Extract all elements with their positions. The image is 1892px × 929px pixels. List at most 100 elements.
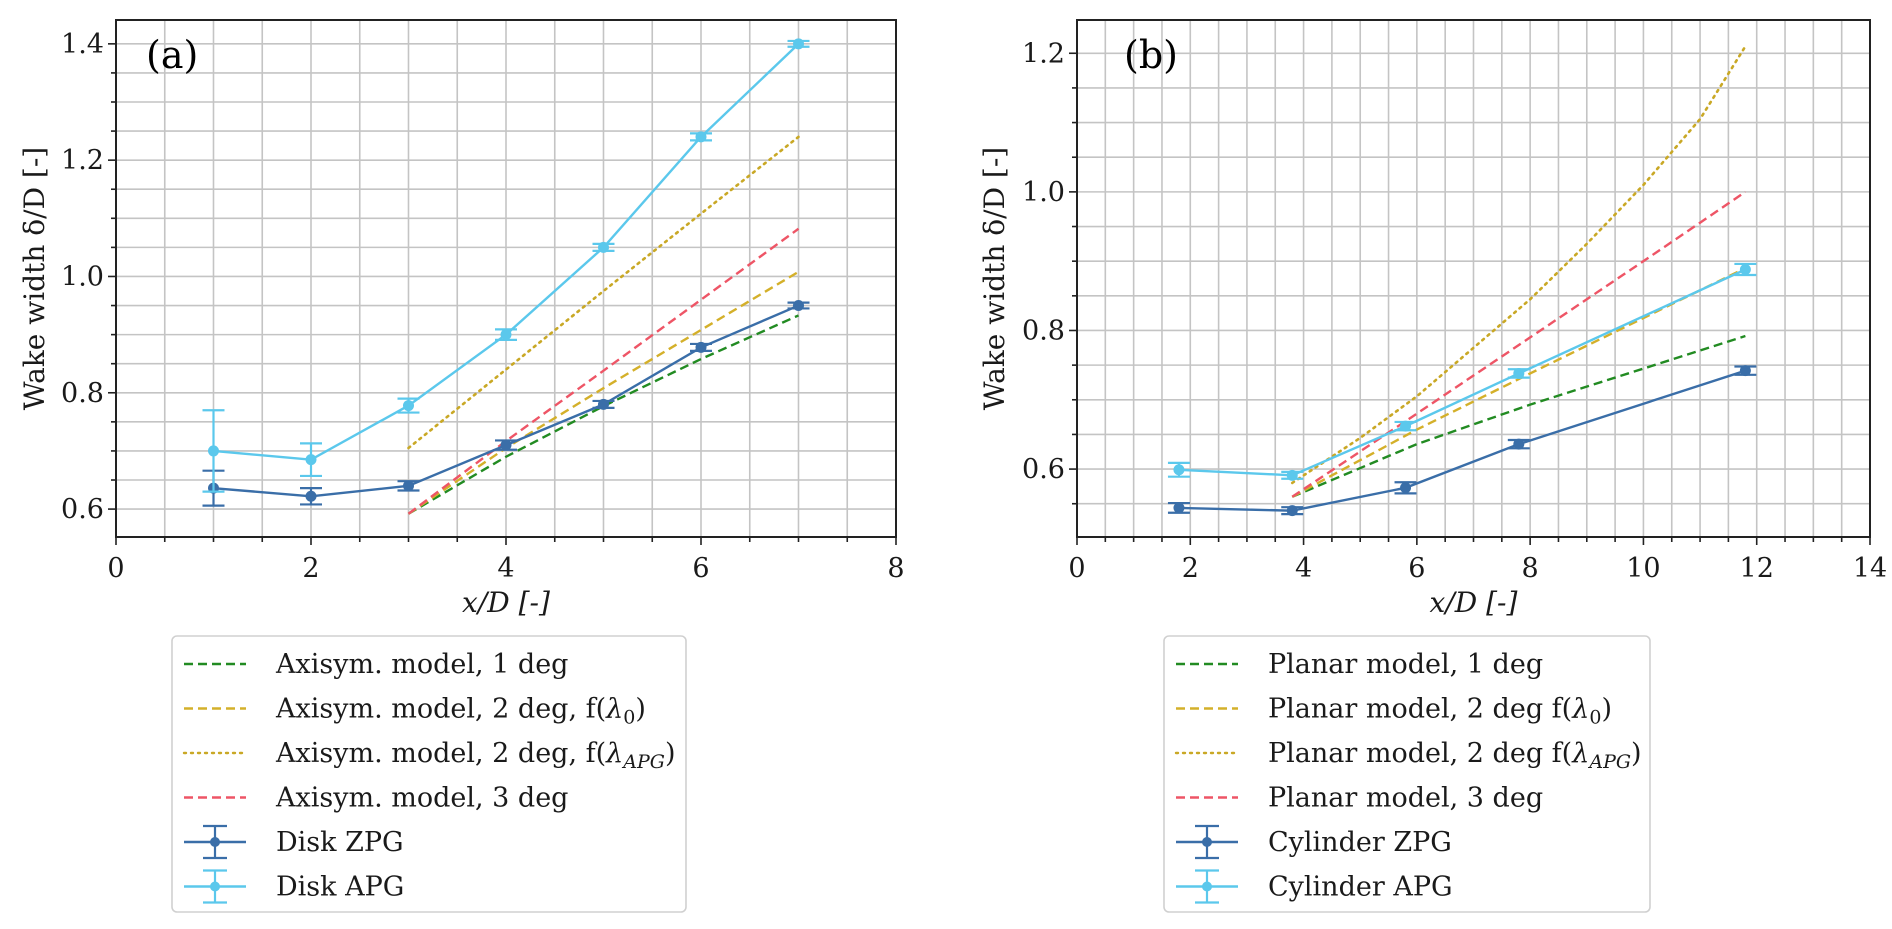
- x-tick-label: 8: [887, 553, 904, 584]
- legend-label-text: Cylinder APG: [1268, 872, 1453, 903]
- legend-label-suffix: ): [1601, 694, 1612, 725]
- series-cylinder-apg: [1167, 262, 1757, 481]
- legend-label-symbol: λ: [605, 694, 623, 725]
- x-tick-label: 0: [107, 553, 124, 584]
- series-line: [1291, 267, 1746, 498]
- legend-label: Axisym. model, 2 deg, f(λ0): [275, 694, 646, 729]
- series-line: [407, 227, 800, 515]
- legend-label-text: Planar model, 2 deg f(: [1268, 694, 1572, 725]
- series-axisym-model-3-deg: [407, 227, 800, 515]
- legend-entry: Planar model, 2 deg f(λ0): [1176, 694, 1612, 729]
- legend-label: Planar model, 2 deg f(λAPG): [1268, 738, 1642, 773]
- legend-label-text: Cylinder ZPG: [1268, 827, 1452, 858]
- data-point: [1173, 502, 1185, 514]
- legend-frame: [1163, 635, 1651, 913]
- legend-label-text: Planar model, 2 deg f(: [1268, 738, 1572, 769]
- panel-a: 0 2 4 6 8 0.6 0.8 1.0 1.2 1.4 x/D [-] Wake width δ/…: [18, 19, 905, 913]
- legend-label-suffix: ): [635, 694, 646, 725]
- x-tick-label: 10: [1626, 553, 1660, 584]
- data-point: [403, 400, 414, 412]
- y-tick-label: 0.8: [1022, 315, 1065, 346]
- data-point: [1400, 482, 1412, 494]
- data-point: [1286, 505, 1298, 517]
- x-axis-label: x/D [-]: [1430, 586, 1518, 619]
- series-line: [1291, 190, 1747, 498]
- legend-frame: [171, 635, 687, 913]
- legend-label: Disk ZPG: [276, 827, 404, 858]
- legend-entry: Axisym. model, 1 deg: [184, 649, 568, 680]
- legend-label-subscript: 0: [1589, 707, 1601, 729]
- y-tick-label: 0.6: [1022, 454, 1065, 485]
- legend-label-subscript: APG: [1587, 751, 1631, 773]
- legend-label-text: Axisym. model, 2 deg, f(: [275, 738, 606, 769]
- legend: Planar model, 1 deg Planar model, 2 deg f…: [1163, 635, 1651, 913]
- legend-label-text: Disk ZPG: [276, 827, 404, 858]
- legend-entry: Planar model, 2 deg f(λAPG): [1174, 738, 1642, 773]
- series-disk-apg: [202, 38, 810, 493]
- plot-area: [1167, 45, 1757, 517]
- series-line: [407, 314, 799, 515]
- series-line: [407, 135, 800, 450]
- y-tick-label: 0.8: [61, 378, 104, 409]
- x-tick-label: 4: [1295, 553, 1312, 584]
- y-tick-label: 1.2: [61, 145, 104, 176]
- legend-label-text: Planar model, 3 deg: [1268, 783, 1543, 814]
- y-axis-label: Wake width δ/D [-]: [978, 147, 1011, 410]
- x-tick-label: 2: [1182, 553, 1199, 584]
- series-cylinder-zpg: [1167, 365, 1757, 517]
- legend-label-subscript: 0: [623, 707, 635, 729]
- data-point: [1513, 438, 1525, 450]
- legend-label-subscript: APG: [621, 751, 665, 773]
- legend-handle-marker: [210, 837, 220, 847]
- legend-entry: Axisym. model, 2 deg, f(λAPG): [182, 738, 676, 773]
- legend-label-text: Planar model, 1 deg: [1268, 649, 1543, 680]
- data-point: [793, 300, 804, 312]
- data-point: [695, 131, 707, 143]
- x-tick-label: 8: [1522, 553, 1539, 584]
- series-axisym-model-1-deg: [407, 314, 799, 515]
- x-tick-label: 0: [1068, 553, 1085, 584]
- legend-label-symbol: λ: [1571, 694, 1589, 725]
- data-point: [208, 445, 219, 457]
- legend-label: Planar model, 2 deg f(λ0): [1268, 694, 1612, 729]
- data-point: [598, 241, 609, 253]
- legend-handle-marker: [1202, 837, 1212, 847]
- series-planar-model-1-deg: [1291, 334, 1746, 498]
- legend-label: Planar model, 3 deg: [1268, 783, 1543, 814]
- series-axisym-model-2-deg-f-apg-: [407, 135, 800, 450]
- legend-entry: Cylinder ZPG: [1176, 824, 1452, 860]
- series-planar-model-2-deg-f-apg-: [1290, 45, 1747, 485]
- legend-entry: Planar model, 1 deg: [1176, 649, 1543, 680]
- legend-handle-marker: [210, 881, 220, 892]
- legend-label-symbol: λ: [1571, 738, 1589, 769]
- legend-label-suffix: ): [665, 738, 676, 769]
- y-tick-label: 1.2: [1022, 38, 1065, 69]
- data-point: [1286, 469, 1298, 481]
- x-tick-label: 2: [302, 553, 319, 584]
- panel-b: 0 2 4 6 8 10 12 14 0.6 0.8 1.0 1.2 x/D [-] Wake width…: [978, 19, 1887, 913]
- legend: Axisym. model, 1 deg Axisym. model, 2 deg…: [171, 635, 687, 913]
- legend-label: Disk APG: [276, 872, 404, 903]
- series-line: [1178, 268, 1746, 477]
- data-point: [598, 398, 609, 410]
- series-planar-model-3-deg: [1291, 190, 1747, 498]
- legend-label: Axisym. model, 3 deg: [275, 783, 568, 814]
- data-point: [305, 454, 317, 466]
- legend-entry: Axisym. model, 2 deg, f(λ0): [184, 694, 646, 729]
- x-tick-label: 12: [1740, 553, 1774, 584]
- series-line: [1290, 45, 1747, 485]
- legend-entry: Disk ZPG: [184, 824, 404, 860]
- data-point: [403, 480, 414, 492]
- legend-label: Cylinder APG: [1268, 872, 1453, 903]
- legend-label: Cylinder ZPG: [1268, 827, 1452, 858]
- series-axisym-model-2-deg-f-0-: [407, 270, 800, 515]
- series-disk-zpg: [202, 300, 810, 507]
- y-tick-label: 1.0: [1022, 177, 1065, 208]
- x-tick-label: 6: [1408, 553, 1425, 584]
- y-axis-label: Wake width δ/D [-]: [18, 147, 51, 410]
- data-point: [500, 329, 512, 341]
- legend-entry: Axisym. model, 3 deg: [184, 783, 568, 814]
- legend-label-text: Axisym. model, 2 deg, f(: [275, 694, 606, 725]
- panel-label: (a): [146, 33, 198, 77]
